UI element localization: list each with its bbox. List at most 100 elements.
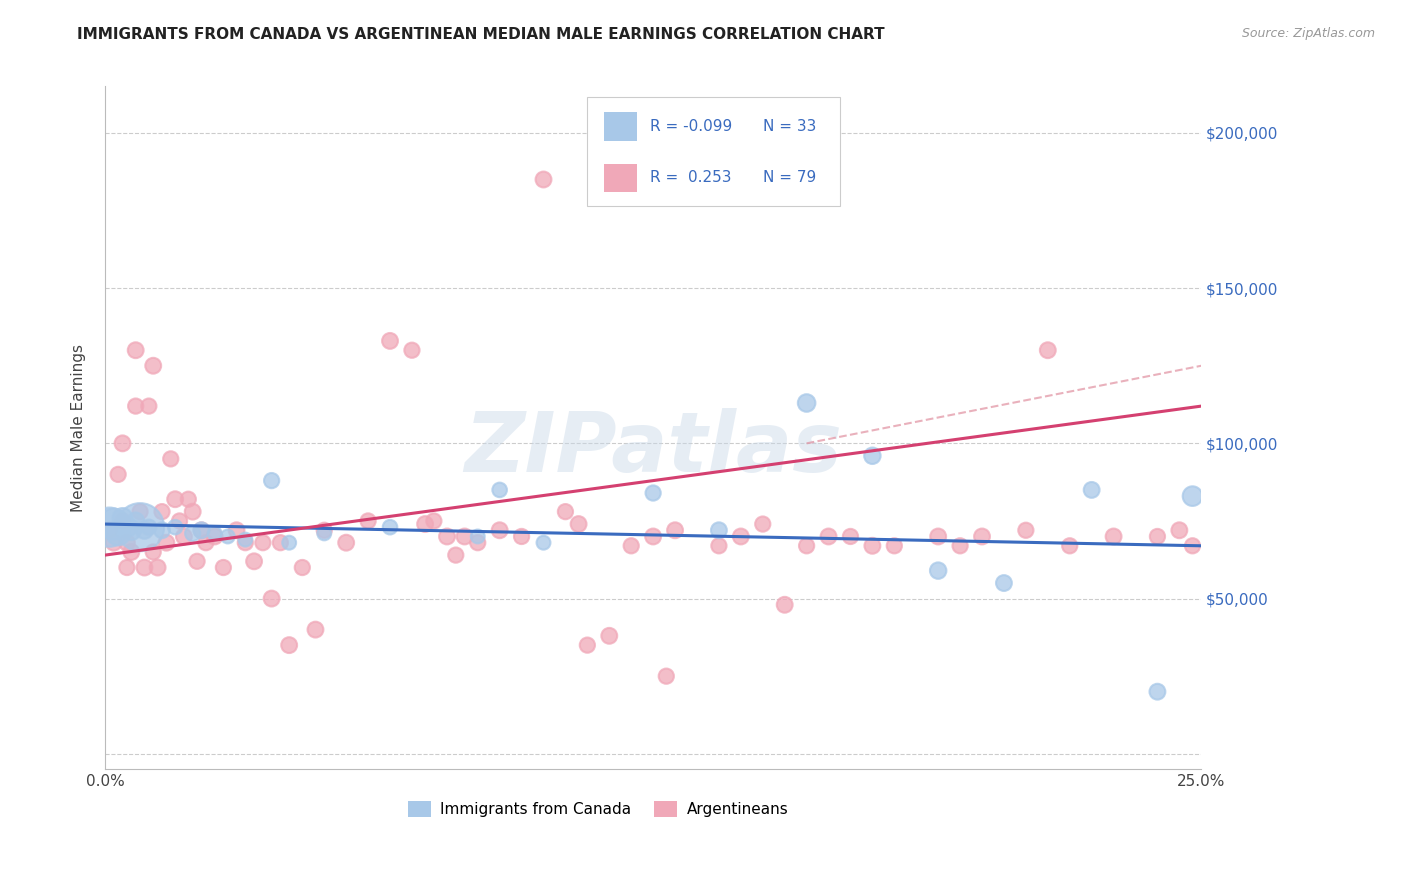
Point <box>883 539 905 553</box>
Point <box>970 529 993 543</box>
Point <box>134 560 156 574</box>
Point <box>190 523 212 537</box>
Point <box>1168 523 1191 537</box>
Point <box>1181 489 1204 503</box>
Point <box>304 623 326 637</box>
Bar <box>603 163 637 192</box>
Point <box>1146 529 1168 543</box>
Point <box>796 396 818 410</box>
Point <box>730 529 752 543</box>
Point <box>107 467 129 482</box>
Point <box>169 514 191 528</box>
Point <box>423 514 446 528</box>
Point <box>643 529 665 543</box>
Point <box>467 535 489 549</box>
Point <box>177 492 200 507</box>
Point <box>773 598 796 612</box>
Point <box>125 343 148 358</box>
Point <box>1181 539 1204 553</box>
Point <box>252 535 274 549</box>
Point <box>467 529 489 543</box>
Point <box>643 486 665 500</box>
Point <box>620 539 643 553</box>
Point <box>568 517 591 532</box>
Point <box>115 560 138 574</box>
Point <box>314 523 336 537</box>
Point <box>260 474 283 488</box>
Text: IMMIGRANTS FROM CANADA VS ARGENTINEAN MEDIAN MALE EARNINGS CORRELATION CHART: IMMIGRANTS FROM CANADA VS ARGENTINEAN ME… <box>77 27 884 42</box>
Point <box>115 535 138 549</box>
Point <box>173 529 195 543</box>
Point <box>453 529 475 543</box>
Point <box>204 529 226 543</box>
Point <box>181 526 204 541</box>
Point <box>1080 483 1102 497</box>
Point <box>194 535 217 549</box>
Point <box>260 591 283 606</box>
Point <box>115 520 138 534</box>
Point <box>707 539 730 553</box>
Point <box>138 520 160 534</box>
Text: R = -0.099: R = -0.099 <box>650 120 733 134</box>
Point <box>129 505 152 519</box>
Point <box>125 399 148 413</box>
Point <box>134 523 156 537</box>
Point <box>533 535 555 549</box>
Point <box>554 505 576 519</box>
Point <box>225 523 247 537</box>
Point <box>138 399 160 413</box>
Point <box>111 511 134 525</box>
Point <box>510 529 533 543</box>
Point <box>860 449 883 463</box>
Point <box>752 517 775 532</box>
Point <box>269 535 291 549</box>
Text: Source: ZipAtlas.com: Source: ZipAtlas.com <box>1241 27 1375 40</box>
Point <box>949 539 972 553</box>
Point <box>103 535 125 549</box>
Text: N = 33: N = 33 <box>763 120 815 134</box>
Point <box>817 529 839 543</box>
Point <box>120 545 142 559</box>
Point <box>576 638 599 652</box>
Point <box>111 436 134 450</box>
Point <box>436 529 458 543</box>
Point <box>111 514 134 528</box>
Bar <box>603 112 637 141</box>
Point <box>233 533 256 547</box>
Point <box>190 523 212 537</box>
Point <box>186 554 208 568</box>
Point <box>98 520 121 534</box>
Point <box>181 505 204 519</box>
Text: N = 79: N = 79 <box>763 170 815 186</box>
Point <box>927 564 949 578</box>
Point <box>107 526 129 541</box>
Point <box>129 520 152 534</box>
Point <box>278 638 301 652</box>
Point <box>150 505 173 519</box>
Point <box>233 535 256 549</box>
Point <box>142 545 165 559</box>
Point <box>1146 684 1168 698</box>
Point <box>159 451 181 466</box>
Point <box>142 359 165 373</box>
Text: ZIPatlas: ZIPatlas <box>464 408 842 489</box>
Point <box>1015 523 1038 537</box>
Point <box>927 529 949 543</box>
Point <box>165 520 187 534</box>
Point <box>204 526 226 541</box>
Point <box>98 523 121 537</box>
Point <box>314 526 336 541</box>
Point <box>243 554 266 568</box>
Point <box>155 535 177 549</box>
Legend: Immigrants from Canada, Argentineans: Immigrants from Canada, Argentineans <box>402 795 794 823</box>
Point <box>444 548 467 562</box>
Point <box>150 523 173 537</box>
Point <box>165 492 187 507</box>
Point <box>103 517 125 532</box>
Point <box>993 576 1015 591</box>
Point <box>1036 343 1059 358</box>
Point <box>146 560 169 574</box>
Point <box>1059 539 1081 553</box>
Y-axis label: Median Male Earnings: Median Male Earnings <box>72 343 86 512</box>
Point <box>120 523 142 537</box>
